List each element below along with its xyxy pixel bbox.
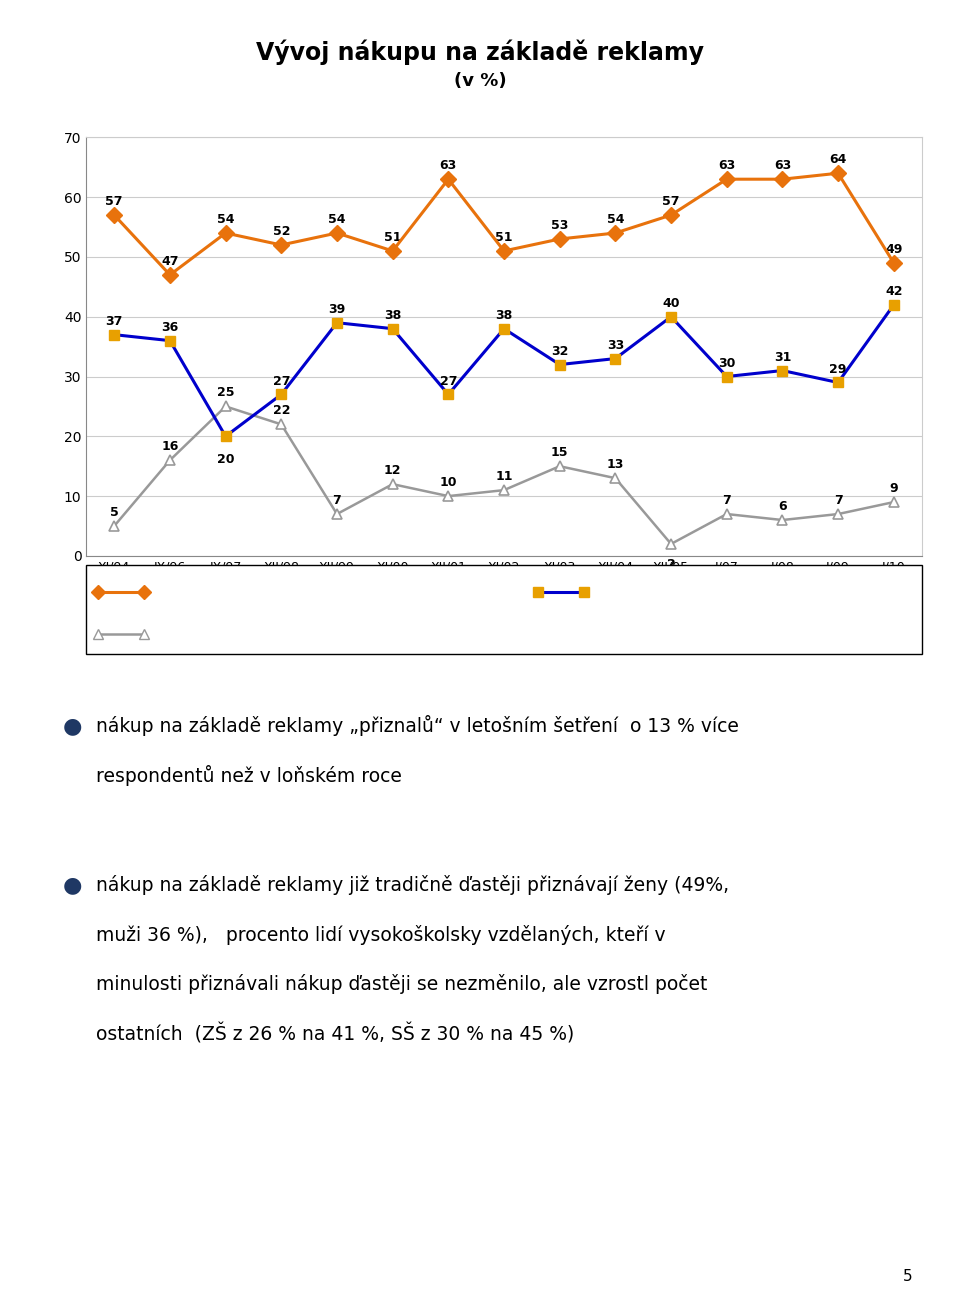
Text: 47: 47 xyxy=(161,255,179,268)
Text: 40: 40 xyxy=(662,297,680,310)
Text: 51: 51 xyxy=(495,232,513,245)
Text: ne, nekoupil/a na základě reklamy: ne, nekoupil/a na základě reklamy xyxy=(154,585,393,599)
Text: 25: 25 xyxy=(217,386,234,399)
Text: 54: 54 xyxy=(217,213,234,226)
Text: Vývoj nákupu na základě reklamy: Vývoj nákupu na základě reklamy xyxy=(256,39,704,65)
Text: (v %): (v %) xyxy=(454,72,506,90)
Text: 52: 52 xyxy=(273,225,290,238)
Text: 6: 6 xyxy=(779,500,786,513)
Text: nákup na základě reklamy „přiznalů“ v letošním šetření  o 13 % více: nákup na základě reklamy „přiznalů“ v le… xyxy=(96,715,739,736)
Text: 54: 54 xyxy=(328,213,346,226)
Text: 27: 27 xyxy=(440,374,457,387)
Text: respondentů než v loňském roce: respondentů než v loňském roce xyxy=(96,765,402,786)
Text: ano, koupil/a na základě reklamy: ano, koupil/a na základě reklamy xyxy=(593,585,824,599)
Text: 5: 5 xyxy=(109,506,119,519)
Text: 37: 37 xyxy=(106,315,123,328)
Text: 7: 7 xyxy=(332,494,342,508)
Text: 10: 10 xyxy=(440,476,457,489)
Text: 57: 57 xyxy=(106,195,123,208)
Text: 7: 7 xyxy=(833,494,843,508)
Text: 11: 11 xyxy=(495,470,513,483)
Text: 38: 38 xyxy=(384,309,401,322)
Text: 22: 22 xyxy=(273,404,290,417)
Text: 31: 31 xyxy=(774,351,791,364)
Text: 32: 32 xyxy=(551,344,568,357)
Text: 33: 33 xyxy=(607,339,624,352)
Text: 54: 54 xyxy=(607,213,624,226)
Text: 2: 2 xyxy=(666,557,676,570)
Text: 63: 63 xyxy=(440,160,457,173)
Text: 63: 63 xyxy=(718,160,735,173)
Text: 13: 13 xyxy=(607,458,624,471)
Text: 12: 12 xyxy=(384,464,401,477)
Text: 39: 39 xyxy=(328,302,346,315)
Text: 9: 9 xyxy=(890,483,898,496)
Text: 38: 38 xyxy=(495,309,513,322)
Text: 53: 53 xyxy=(551,218,568,232)
Text: 15: 15 xyxy=(551,446,568,459)
Text: ostatních  (ZŠ z 26 % na 41 %, SŠ z 30 % na 45 %): ostatních (ZŠ z 26 % na 41 %, SŠ z 30 % … xyxy=(96,1024,574,1045)
Text: 16: 16 xyxy=(161,441,179,454)
Text: 5: 5 xyxy=(902,1270,912,1284)
Text: 29: 29 xyxy=(829,362,847,375)
Text: 30: 30 xyxy=(718,357,735,370)
Text: 49: 49 xyxy=(885,243,902,256)
Text: ●: ● xyxy=(62,875,82,895)
Text: 63: 63 xyxy=(774,160,791,173)
Text: neodpověděl/a, nevzpomíná si: neodpověděl/a, nevzpomíná si xyxy=(154,627,366,642)
Text: 7: 7 xyxy=(722,494,732,508)
Text: ●: ● xyxy=(62,715,82,736)
Text: 64: 64 xyxy=(829,153,847,166)
Text: nákup na základě reklamy již tradičně ďastěji přiznávají ženy (49%,: nákup na základě reklamy již tradičně ďa… xyxy=(96,875,730,895)
Text: 27: 27 xyxy=(273,374,290,387)
Text: 42: 42 xyxy=(885,285,902,298)
Text: 57: 57 xyxy=(662,195,680,208)
Text: muži 36 %),   procento lidí vysokoškolsky vzdělaných, kteří v: muži 36 %), procento lidí vysokoškolsky … xyxy=(96,925,665,944)
Text: 51: 51 xyxy=(384,232,401,245)
Text: 36: 36 xyxy=(161,320,179,334)
Text: minulosti přiznávali nákup ďastěji se nezměnilo, ale vzrostl počet: minulosti přiznávali nákup ďastěji se ne… xyxy=(96,974,708,994)
Text: 20: 20 xyxy=(217,453,234,466)
